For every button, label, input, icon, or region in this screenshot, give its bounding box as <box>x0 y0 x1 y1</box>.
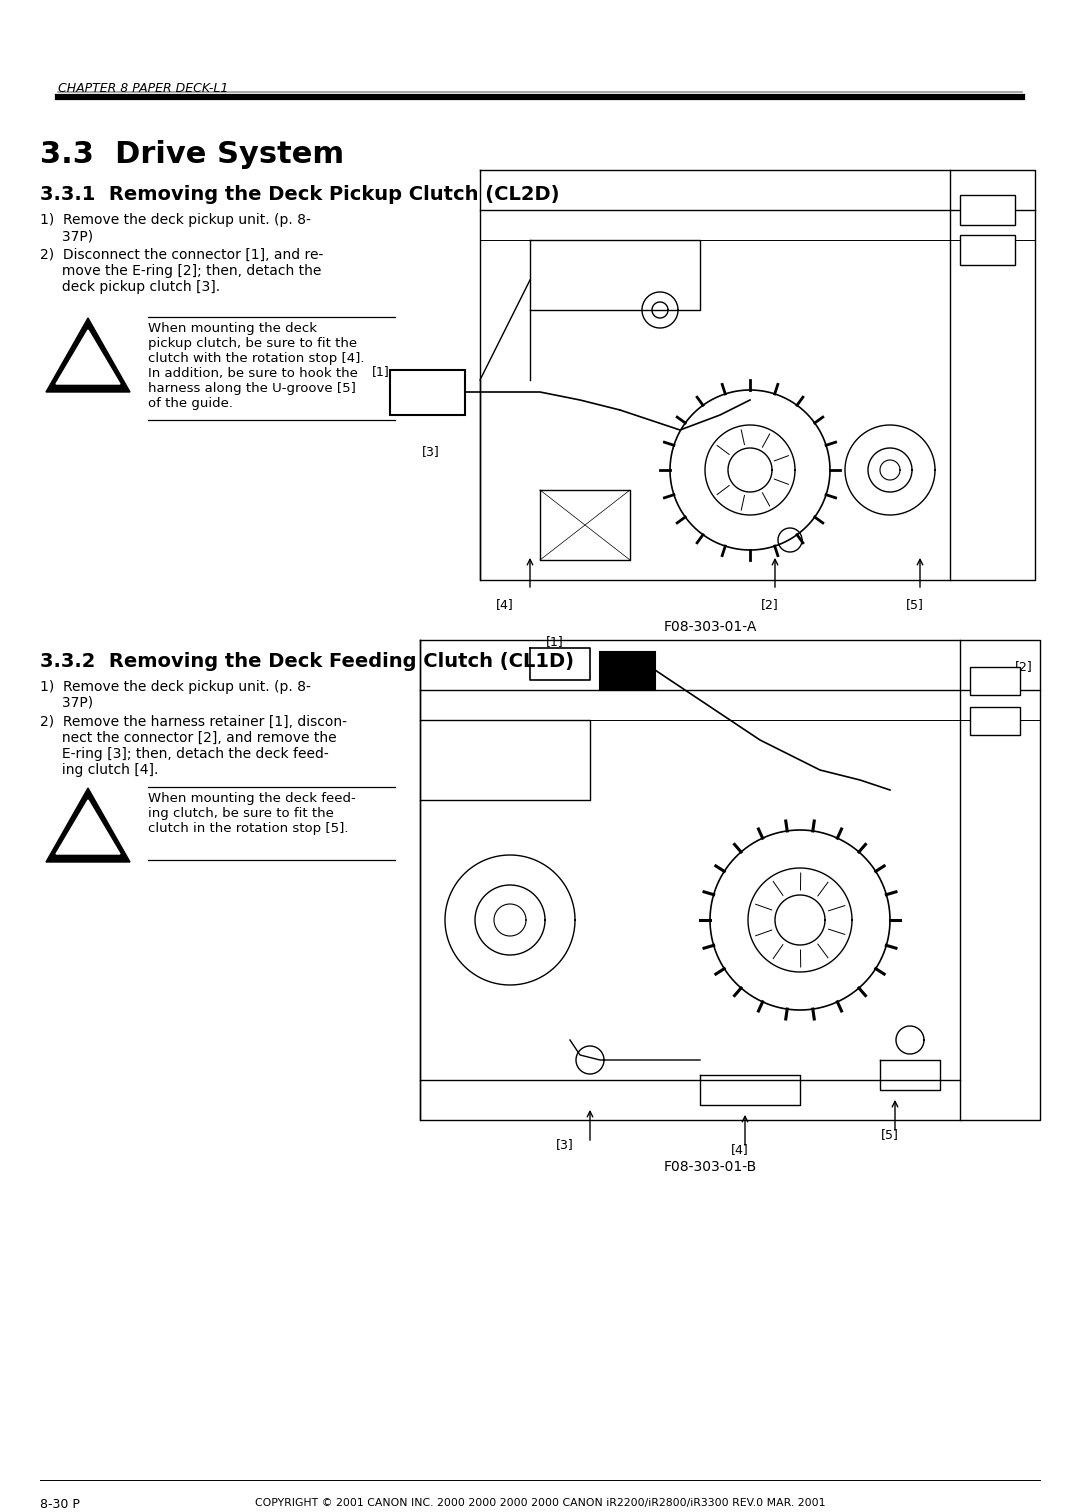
Text: [1]: [1] <box>546 635 564 649</box>
Text: COPYRIGHT © 2001 CANON INC. 2000 2000 2000 2000 CANON iR2200/iR2800/iR3300 REV.0: COPYRIGHT © 2001 CANON INC. 2000 2000 20… <box>255 1498 825 1507</box>
Text: 3.3.2  Removing the Deck Feeding Clutch (CL1D): 3.3.2 Removing the Deck Feeding Clutch (… <box>40 652 573 671</box>
Text: F08-303-01-B: F08-303-01-B <box>663 1160 757 1173</box>
Text: [4]: [4] <box>731 1143 748 1157</box>
Text: When mounting the deck
pickup clutch, be sure to fit the
clutch with the rotatio: When mounting the deck pickup clutch, be… <box>148 322 365 410</box>
Bar <box>970 708 1020 735</box>
Text: F08-303-01-A: F08-303-01-A <box>663 620 757 634</box>
Text: !: ! <box>81 336 95 364</box>
Text: 1)  Remove the deck pickup unit. (p. 8-: 1) Remove the deck pickup unit. (p. 8- <box>40 680 311 694</box>
Text: 8-30 P: 8-30 P <box>40 1498 80 1510</box>
Text: 37P): 37P) <box>40 696 93 711</box>
Text: [1]: [1] <box>373 364 390 378</box>
Bar <box>970 667 1020 696</box>
Text: 1)  Remove the deck pickup unit. (p. 8-: 1) Remove the deck pickup unit. (p. 8- <box>40 213 311 227</box>
Polygon shape <box>46 788 130 862</box>
Polygon shape <box>56 800 120 854</box>
Text: 37P): 37P) <box>40 228 93 243</box>
Bar <box>960 195 1015 225</box>
Text: [4]: [4] <box>496 599 514 611</box>
Text: !: ! <box>81 806 95 835</box>
Text: [2]: [2] <box>761 599 779 611</box>
Text: When mounting the deck feed-
ing clutch, be sure to fit the
clutch in the rotati: When mounting the deck feed- ing clutch,… <box>148 792 355 835</box>
Bar <box>960 234 1015 265</box>
Text: 3.3  Drive System: 3.3 Drive System <box>40 141 345 169</box>
Text: [3]: [3] <box>422 445 440 458</box>
Text: E-ring [3]; then, detach the deck feed-: E-ring [3]; then, detach the deck feed- <box>40 747 328 761</box>
Text: move the E-ring [2]; then, detach the: move the E-ring [2]; then, detach the <box>40 265 322 278</box>
Text: nect the connector [2], and remove the: nect the connector [2], and remove the <box>40 730 337 745</box>
Text: 2)  Remove the harness retainer [1], discon-: 2) Remove the harness retainer [1], disc… <box>40 715 347 729</box>
Text: [5]: [5] <box>906 599 923 611</box>
Text: [2]: [2] <box>1015 661 1032 673</box>
Bar <box>390 370 465 414</box>
Polygon shape <box>56 330 120 384</box>
Text: 3.3.1  Removing the Deck Pickup Clutch (CL2D): 3.3.1 Removing the Deck Pickup Clutch (C… <box>40 184 559 204</box>
Bar <box>600 652 654 689</box>
Text: CHAPTER 8 PAPER DECK-L1: CHAPTER 8 PAPER DECK-L1 <box>58 82 228 95</box>
Text: [3]: [3] <box>556 1139 573 1151</box>
Text: [5]: [5] <box>881 1128 899 1142</box>
Text: deck pickup clutch [3].: deck pickup clutch [3]. <box>40 280 220 293</box>
Text: ing clutch [4].: ing clutch [4]. <box>40 764 159 777</box>
Text: 2)  Disconnect the connector [1], and re-: 2) Disconnect the connector [1], and re- <box>40 248 323 262</box>
Polygon shape <box>46 318 130 392</box>
